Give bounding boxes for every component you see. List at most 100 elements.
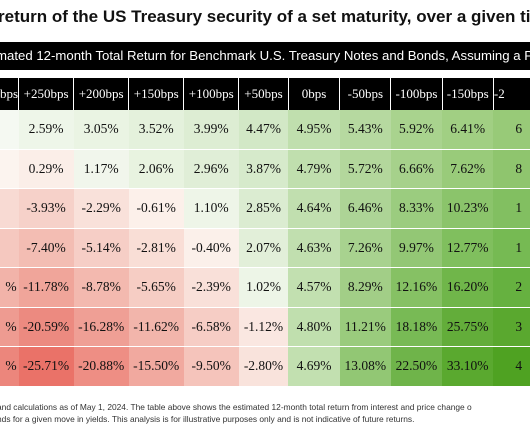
return-value-cell: -8.78%: [73, 267, 129, 308]
return-value-cell: 4.79%: [288, 149, 340, 189]
return-value-cell: 4.95%: [288, 110, 340, 150]
return-value-cell: 4.47%: [238, 110, 289, 150]
return-value-cell: -11.78%: [18, 267, 74, 308]
footnote-line: nds for a given move in yields. This ana…: [0, 413, 415, 424]
return-value-cell: 6.66%: [390, 149, 443, 189]
return-value-cell: 4.64%: [288, 188, 340, 229]
row-label-cell: %: [0, 307, 19, 347]
return-value-cell: -6.58%: [183, 307, 239, 347]
return-value-cell: -11.62%: [128, 307, 184, 347]
return-value-cell: 12.77%: [442, 228, 494, 268]
return-value-cell: 3.05%: [73, 110, 129, 150]
return-value-cell: 10.23%: [442, 188, 494, 229]
return-value-cell: -2.39%: [183, 267, 239, 308]
return-value-cell: -1.12%: [238, 307, 289, 347]
table-row: % -25.71% -20.88% -15.50% -9.50% -2.80% 4.69% 1…: [0, 346, 530, 387]
row-label-cell: [0, 228, 19, 268]
return-value-cell: -7.40%: [18, 228, 74, 268]
return-value-cell: 4.69%: [288, 346, 340, 387]
return-value-cell: 7.62%: [442, 149, 494, 189]
return-value-cell: 18.18%: [390, 307, 443, 347]
return-value-cell: -25.71%: [18, 346, 74, 387]
return-value-cell: 2: [493, 267, 530, 308]
return-value-cell: -16.28%: [73, 307, 129, 347]
return-value-cell: 12.16%: [390, 267, 443, 308]
return-value-cell: 16.20%: [442, 267, 494, 308]
row-label-cell: [0, 149, 19, 189]
row-label-cell: [0, 110, 19, 150]
column-header: +250bps: [18, 78, 74, 110]
footnote-line: and calculations as of May 1, 2024. The …: [0, 402, 472, 412]
return-value-cell: 1: [493, 188, 530, 229]
column-header: +150bps: [128, 78, 184, 110]
return-value-cell: 25.75%: [442, 307, 494, 347]
table-row: % -11.78% -8.78% -5.65% -2.39% 1.02% 4.57% 8.29…: [0, 267, 530, 308]
return-value-cell: 2.06%: [128, 149, 184, 189]
return-value-cell: 6.41%: [442, 110, 494, 150]
return-value-cell: 8: [493, 149, 530, 189]
column-header: +50bps: [238, 78, 289, 110]
table-body: 2.59% 3.05% 3.52% 3.99% 4.47% 4.95% 5.43% 5.92%…: [0, 110, 530, 387]
table-row: % -20.59% -16.28% -11.62% -6.58% -1.12% 4.80% 1…: [0, 307, 530, 347]
return-value-cell: 5.43%: [339, 110, 391, 150]
return-value-cell: 6: [493, 110, 530, 150]
return-value-cell: -0.61%: [128, 188, 184, 229]
return-value-cell: 4.80%: [288, 307, 340, 347]
return-value-cell: 2.96%: [183, 149, 239, 189]
return-value-cell: 6.46%: [339, 188, 391, 229]
return-value-cell: 1.10%: [183, 188, 239, 229]
return-value-cell: 2.59%: [18, 110, 74, 150]
returns-table: bps +250bps +200bps +150bps +100bps +50bps 0bp…: [0, 78, 530, 387]
table-row: 0.29% 1.17% 2.06% 2.96% 3.87% 4.79% 5.72% 6.66%…: [0, 149, 530, 189]
return-value-cell: 8.33%: [390, 188, 443, 229]
return-value-cell: 0.29%: [18, 149, 74, 189]
column-header: -2: [492, 78, 530, 110]
return-value-cell: 3: [493, 307, 530, 347]
return-value-cell: 3.99%: [183, 110, 239, 150]
return-value-cell: -5.14%: [73, 228, 129, 268]
table-row: 2.59% 3.05% 3.52% 3.99% 4.47% 4.95% 5.43% 5.92%…: [0, 110, 530, 150]
return-value-cell: 1.17%: [73, 149, 129, 189]
row-label-cell: [0, 188, 19, 229]
column-header: +100bps: [183, 78, 239, 110]
return-value-cell: -3.93%: [18, 188, 74, 229]
column-header: -100bps: [390, 78, 443, 110]
return-value-cell: 4.57%: [288, 267, 340, 308]
return-value-cell: 3.52%: [128, 110, 184, 150]
return-value-cell: -5.65%: [128, 267, 184, 308]
table-subtitle-bar: mated 12-month Total Return for Benchmar…: [0, 42, 530, 70]
return-value-cell: 9.97%: [390, 228, 443, 268]
return-value-cell: 11.21%: [339, 307, 391, 347]
table-row: -3.93% -2.29% -0.61% 1.10% 2.85% 4.64% 6.46% 8.…: [0, 188, 530, 229]
return-value-cell: -20.59%: [18, 307, 74, 347]
return-value-cell: -20.88%: [73, 346, 129, 387]
return-value-cell: -2.80%: [238, 346, 289, 387]
page-title: return of the US Treasury security of a …: [0, 7, 530, 26]
return-value-cell: 4.63%: [288, 228, 340, 268]
return-value-cell: 2.07%: [238, 228, 289, 268]
return-value-cell: -15.50%: [128, 346, 184, 387]
table-row: -7.40% -5.14% -2.81% -0.40% 2.07% 4.63% 7.26% 9…: [0, 228, 530, 268]
return-value-cell: 1: [493, 228, 530, 268]
column-header: +200bps: [73, 78, 129, 110]
return-value-cell: 8.29%: [339, 267, 391, 308]
return-value-cell: 33.10%: [442, 346, 494, 387]
column-header: -50bps: [339, 78, 391, 110]
return-value-cell: 2.85%: [238, 188, 289, 229]
column-header: bps: [0, 78, 19, 110]
return-value-cell: 3.87%: [238, 149, 289, 189]
column-header: -150bps: [441, 78, 494, 110]
footnote: and calculations as of May 1, 2024. The …: [0, 402, 530, 443]
row-label-cell: %: [0, 346, 19, 387]
return-value-cell: 4: [493, 346, 530, 387]
return-value-cell: 7.26%: [339, 228, 391, 268]
return-value-cell: -2.81%: [128, 228, 184, 268]
return-value-cell: -9.50%: [183, 346, 239, 387]
header-row: bps +250bps +200bps +150bps +100bps +50bps 0bp…: [0, 78, 530, 110]
return-value-cell: -2.29%: [73, 188, 129, 229]
return-value-cell: 5.92%: [390, 110, 443, 150]
return-value-cell: 22.50%: [390, 346, 443, 387]
return-value-cell: 13.08%: [339, 346, 391, 387]
return-value-cell: 1.02%: [238, 267, 289, 308]
column-header: 0bps: [287, 78, 340, 110]
